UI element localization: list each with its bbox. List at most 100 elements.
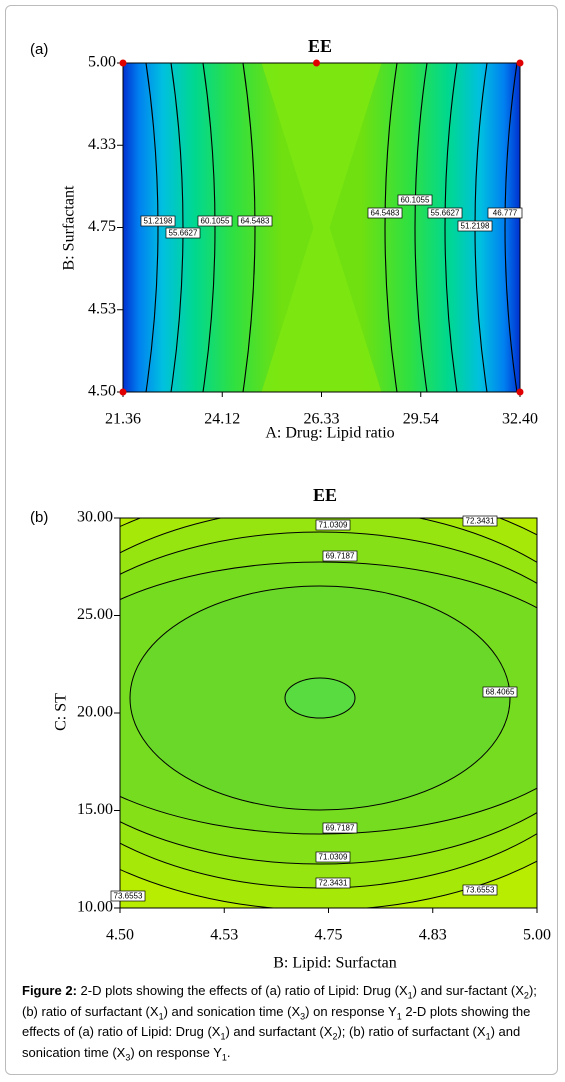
x-tick-label: 5.00 [523, 927, 551, 944]
contour-band [284, 677, 356, 719]
x-tick-label: 4.83 [419, 927, 447, 944]
y-axis-label: C: ST [53, 693, 70, 731]
design-point [516, 388, 524, 396]
caption-text: ) and sur-factant (X [412, 983, 524, 998]
y-tick-label: 15.00 [77, 801, 113, 818]
contour-center [261, 63, 382, 392]
chart-title: EE [308, 36, 332, 56]
x-tick-label: 4.75 [315, 927, 343, 944]
x-axis-label: B: Lipid: Surfactan [273, 955, 397, 972]
contour-label: 69.7187 [326, 824, 355, 833]
y-tick-label: 4.53 [88, 300, 116, 317]
y-tick-label: 30.00 [77, 509, 113, 526]
caption-subscript: 2 [332, 1031, 338, 1042]
caption-label: Figure 2: [22, 983, 77, 998]
caption-text: . [226, 1044, 231, 1060]
contour-label: 71.0309 [319, 853, 348, 862]
contour-label: 55.6627 [431, 209, 460, 218]
caption-text: ) on response Y [130, 1044, 222, 1060]
caption-subscript: 1 [221, 1052, 227, 1063]
contour-line [242, 63, 256, 392]
contour-line [145, 63, 159, 392]
y-tick-label: 4.50 [88, 383, 116, 400]
contour-label: 73.6553 [466, 886, 495, 895]
caption-text: ); (b) ratio of surfactant (X [22, 983, 537, 1019]
caption-subscript: 1 [220, 1031, 226, 1042]
contour-label: 60.1055 [401, 196, 430, 205]
contour-label-box [315, 519, 351, 531]
contour-label-box [367, 207, 403, 219]
contour-label: 51.2198 [144, 217, 173, 226]
contour-label: 72.3431 [466, 517, 495, 526]
caption-text: 2-D plots showing the effects of (a) rat… [80, 983, 408, 998]
contour-label: 51.2198 [461, 222, 490, 231]
x-axis-label: A: Drug: Lipid ratio [265, 425, 394, 442]
contour-label-box [237, 215, 273, 227]
y-tick-label: 5.00 [88, 54, 116, 71]
y-axis-label: B: Surfactant [61, 185, 78, 270]
y-tick-label: 4.33 [88, 136, 116, 153]
contour-line [444, 63, 458, 392]
x-tick-label: 21.36 [105, 411, 141, 428]
x-tick-label: 24.12 [204, 411, 240, 428]
design-point [119, 388, 127, 396]
plot-area [120, 518, 537, 908]
contour-line [414, 63, 428, 392]
caption-text: 2-D plots showing the effects of (a) rat… [22, 1003, 531, 1040]
y-tick-label: 20.00 [77, 704, 113, 721]
caption-subscript: 2 [523, 990, 529, 1001]
y-tick-label: 25.00 [77, 606, 113, 623]
contour-label-box [110, 890, 146, 902]
caption-text: ) and sonication time (X [22, 1024, 521, 1060]
contour-label: 60.1055 [201, 217, 230, 226]
design-point [516, 59, 524, 67]
contour-label-box [482, 686, 518, 698]
x-tick-label: 29.54 [403, 411, 439, 428]
panel-label: (a) [30, 41, 48, 58]
contour-label-box [427, 207, 463, 219]
contour-line [170, 63, 184, 392]
contour-label-box [457, 220, 493, 232]
contour-label-box [322, 550, 358, 562]
caption-subscript: 1 [407, 990, 413, 1001]
contour-label: 64.5483 [371, 209, 400, 218]
caption-subscript: 1 [396, 1011, 402, 1022]
design-point [313, 59, 320, 67]
contour-label-box [322, 822, 358, 834]
contour-label-box [315, 877, 351, 889]
design-point [119, 59, 127, 67]
contour-label-box [487, 207, 523, 219]
caption-text: ); (b) ratio of surfactant (X [337, 1024, 486, 1040]
contour-line [202, 63, 216, 392]
contour-label: 72.3431 [319, 879, 348, 888]
y-tick-label: 10.00 [77, 899, 113, 916]
figure-frame [5, 5, 558, 1075]
caption-subscript: 1 [485, 1031, 491, 1042]
y-tick-label: 4.75 [88, 218, 116, 235]
contour-label: 55.6627 [169, 229, 198, 238]
contour-line [384, 63, 398, 392]
panel-label: (b) [30, 509, 48, 526]
x-tick-label: 4.50 [106, 927, 134, 944]
caption-text: ) and surfactant (X [225, 1024, 333, 1040]
contour-label-box [140, 215, 176, 227]
x-tick-label: 4.53 [210, 927, 238, 944]
caption-subscript: 1 [158, 1011, 164, 1022]
contour-label-box [397, 194, 433, 206]
caption-subscript: 3 [125, 1052, 131, 1063]
contour-label: 64.5483 [241, 217, 270, 226]
contour-label: 73.6553 [114, 892, 143, 901]
caption-text: ) and sonication time (X [163, 1003, 301, 1019]
caption-subscript: 3 [300, 1011, 306, 1022]
contour-label-box [315, 851, 351, 863]
contour-label-box [165, 227, 201, 239]
contour-label: 71.0309 [319, 521, 348, 530]
contour-label-box [462, 884, 498, 896]
contour-label: 46.777 [493, 209, 518, 218]
x-tick-label: 32.40 [502, 411, 538, 428]
contour-label-box [462, 515, 498, 527]
contour-line [504, 63, 518, 392]
chart-title: EE [313, 485, 337, 505]
